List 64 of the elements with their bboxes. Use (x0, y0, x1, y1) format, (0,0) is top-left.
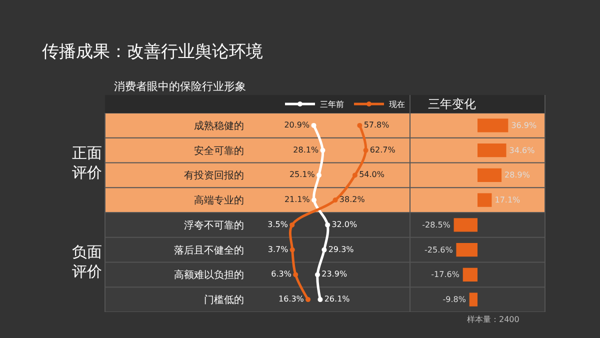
data-label: 29.3% (328, 244, 354, 254)
point (290, 247, 295, 252)
band-label: 负面评价 (72, 243, 102, 280)
data-label: 26.1% (324, 294, 350, 304)
data-label: -17.6% (431, 270, 460, 280)
data-label: 57.8% (364, 120, 390, 130)
point (318, 297, 323, 302)
y-tick-label: 浮夸不可靠的 (184, 219, 244, 232)
data-label: 16.3% (278, 294, 304, 304)
y-tick-label: 高额难以负担的 (174, 269, 244, 282)
data-label: -25.6% (424, 245, 454, 254)
bar (478, 118, 508, 132)
point (320, 148, 326, 153)
legend-label: 现在 (389, 100, 405, 110)
legend-label: 三年前 (320, 100, 344, 110)
data-label: 3.5% (268, 220, 288, 229)
data-label: 17.1% (494, 196, 521, 205)
bar (454, 218, 478, 232)
data-label: 54.0% (359, 170, 385, 180)
data-label: 6.3% (271, 270, 292, 279)
point (332, 198, 338, 203)
data-label: 23.9% (322, 270, 348, 279)
point (306, 297, 311, 302)
data-label: 3.7% (268, 244, 289, 254)
text: 传播成果：改善行业舆论环境 (42, 42, 263, 62)
bar (462, 268, 478, 282)
bar (478, 168, 502, 182)
data-label: 21.1% (284, 195, 310, 204)
data-label: 28.1% (293, 145, 319, 154)
point (325, 222, 330, 228)
y-tick-label: 安全可靠的 (194, 144, 244, 157)
bar (456, 242, 478, 257)
y-tick-label: 有投资回报的 (184, 170, 244, 182)
data-label: -9.8% (442, 295, 466, 304)
point (357, 122, 362, 128)
point (311, 122, 316, 128)
y-tick-label: 成熟稳健的 (194, 120, 244, 132)
y-tick-label: 落后且不健全的 (174, 244, 244, 256)
bar (469, 292, 478, 306)
point (293, 272, 298, 278)
data-label: 62.7% (370, 145, 396, 154)
y-tick-label: 高端专业的 (194, 194, 244, 207)
data-label: 34.6% (509, 146, 536, 155)
data-label: 25.1% (289, 170, 316, 180)
point (312, 198, 317, 203)
text: 消费者眼中的保险行业形象 (114, 80, 246, 93)
data-label: 38.2% (339, 195, 366, 204)
data-label: 20.9% (284, 120, 310, 130)
bar (478, 143, 506, 158)
data-label: 28.9% (504, 170, 530, 180)
bar (478, 193, 492, 207)
text: 样本量：2400 (467, 315, 520, 324)
point (322, 247, 327, 252)
data-label: 36.9% (511, 120, 537, 130)
data-label: 32.0% (332, 220, 358, 229)
point (316, 172, 322, 178)
point (290, 222, 295, 228)
point (352, 172, 358, 178)
point (363, 148, 368, 153)
point (315, 272, 320, 278)
data-label: -28.5% (422, 220, 451, 230)
chart-title: 三年变化 (428, 97, 476, 111)
band-label: 正面评价 (72, 144, 102, 182)
y-tick-label: 门槛低的 (204, 294, 244, 306)
